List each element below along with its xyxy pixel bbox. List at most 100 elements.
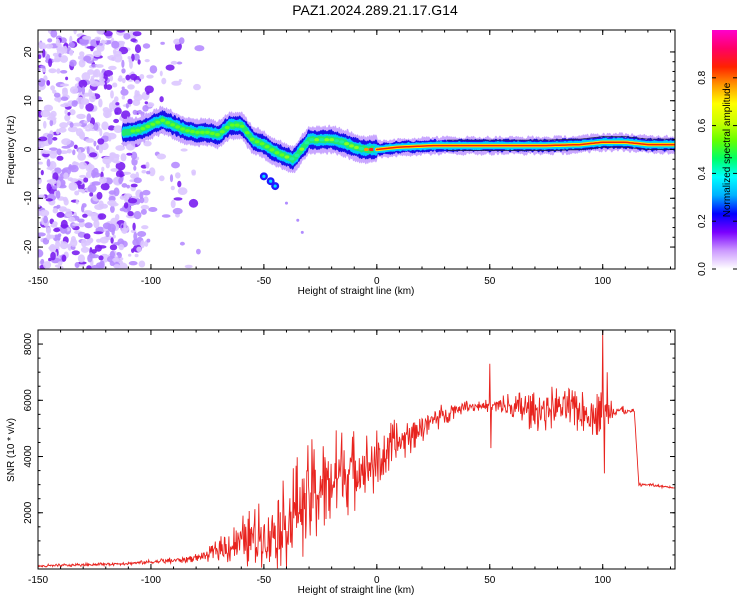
heatmap-cell	[112, 234, 116, 239]
heatmap-cell	[46, 80, 51, 86]
heatmap-cell	[344, 142, 349, 146]
heatmap-cell	[50, 85, 55, 91]
snr-y-axis-label: SNR (10 * v/v)	[6, 418, 17, 482]
y-tick-label: 2000	[23, 501, 34, 524]
snr-frame	[37, 329, 676, 570]
heatmap-cell	[135, 128, 141, 132]
heatmap-cell	[169, 174, 174, 183]
heatmap-cell	[84, 222, 93, 229]
heatmap-cell	[359, 147, 364, 151]
heatmap-cell	[113, 187, 120, 197]
heatmap-cell	[105, 230, 110, 238]
heatmap-cell	[146, 238, 151, 243]
heatmap-cell	[161, 214, 171, 218]
heatmap-cell	[58, 43, 62, 48]
heatmap-cell	[77, 188, 84, 193]
heatmap-cell	[134, 44, 142, 54]
heatmap-cell	[59, 55, 69, 63]
heatmap-cell	[54, 167, 62, 174]
heatmap-cell	[115, 170, 124, 178]
heatmap-cell	[47, 136, 53, 145]
heatmap-cell	[150, 122, 156, 126]
heatmap-cell	[112, 82, 118, 88]
heatmap-cell	[126, 152, 133, 156]
heatmap-cell	[299, 147, 305, 151]
heatmap-cell	[309, 138, 315, 142]
heatmap-cell	[38, 78, 46, 87]
heatmap-cell	[140, 204, 150, 210]
heatmap-cell	[133, 93, 143, 102]
heatmap-cell	[112, 160, 121, 164]
heatmap-cell	[99, 236, 109, 244]
colorbar-label: Normalized spectral amplitude	[722, 82, 733, 217]
heatmap-cell	[63, 45, 68, 54]
heatmap-cell	[85, 103, 94, 112]
heatmap-cell	[91, 264, 102, 269]
heatmap-cell	[56, 148, 62, 156]
colorbar-tick-label: 0.8	[697, 70, 708, 84]
heatmap-cell	[205, 130, 210, 134]
heatmap-cell	[194, 45, 205, 52]
heatmap-cell	[52, 185, 58, 190]
heatmap-cell	[129, 73, 138, 81]
x-tick-label: -100	[141, 575, 161, 586]
heatmap-cell	[57, 261, 63, 266]
heatmap-cell	[159, 175, 165, 182]
heatmap-cell	[114, 107, 122, 115]
heatmap-cell	[38, 249, 44, 258]
heatmap-cell	[115, 102, 120, 106]
heatmap-cell	[43, 261, 52, 269]
heatmap-cell	[86, 265, 92, 269]
heatmap-cell	[67, 165, 77, 170]
heatmap-cell	[101, 121, 109, 131]
heatmap-cell	[71, 100, 78, 107]
heatmap-cell	[93, 231, 104, 235]
heatmap-cell	[190, 130, 195, 134]
heatmap-cell	[142, 189, 151, 196]
heatmap-cell	[110, 168, 119, 172]
heatmap-cell	[83, 55, 92, 62]
heatmap-cell	[96, 238, 102, 243]
heatmap-cell	[123, 202, 129, 209]
heatmap-cell	[188, 198, 199, 208]
heatmap-cell	[159, 70, 163, 77]
heatmap-cell	[165, 121, 171, 125]
heatmap-cell	[87, 123, 94, 129]
side-branch	[259, 172, 304, 234]
y-tick-label: 4000	[23, 445, 34, 468]
heatmap-cell	[75, 199, 79, 205]
heatmap-cell	[59, 241, 69, 250]
heatmap-cell	[89, 152, 98, 158]
heatmap-cell	[93, 69, 98, 77]
heatmap-cell	[78, 79, 88, 88]
heatmap-cell	[117, 252, 122, 259]
heatmap-cell	[171, 161, 180, 169]
heatmap-cell	[133, 211, 142, 220]
heatmap-cell	[40, 109, 51, 118]
heatmap-cell	[108, 65, 117, 71]
heatmap-cell	[113, 153, 120, 159]
heatmap-cell	[38, 42, 46, 46]
heatmap-cell	[141, 225, 149, 230]
heatmap-cell	[102, 156, 112, 165]
heatmap-cell	[133, 53, 140, 61]
heatmap-cell	[45, 43, 54, 49]
heatmap-cell	[176, 61, 183, 65]
heatmap-cell	[195, 130, 200, 134]
heatmap-cell	[142, 105, 149, 112]
heatmap-cell	[120, 153, 127, 162]
heatmap-cell	[69, 35, 73, 44]
heatmap-cell	[81, 86, 86, 95]
heatmap-cell	[50, 224, 58, 228]
heatmap-cell	[146, 91, 150, 95]
heatmap-cell	[96, 30, 104, 35]
heatmap-cell	[98, 81, 106, 86]
heatmap-cell	[296, 218, 300, 222]
heatmap-cell	[90, 254, 100, 259]
heatmap-cell	[234, 123, 240, 127]
heatmap-cell	[46, 116, 57, 121]
heatmap-cell	[178, 37, 185, 45]
heatmap-cell	[48, 178, 57, 185]
ridge-band-core	[376, 141, 675, 151]
